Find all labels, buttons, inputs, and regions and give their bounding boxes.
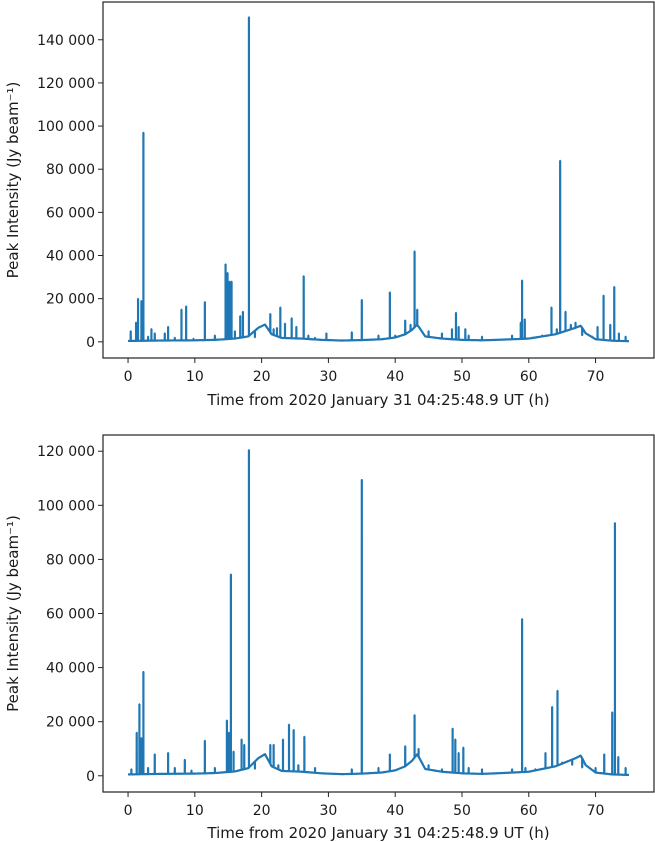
y-tick-label: 40 000 xyxy=(46,249,95,265)
y-tick-label: 120 000 xyxy=(37,76,95,92)
y-tick-label: 140 000 xyxy=(37,33,95,49)
y-tick-label: 20 000 xyxy=(46,715,95,731)
y-tick-label: 100 000 xyxy=(37,498,95,514)
x-axis-label: Time from 2020 January 31 04:25:48.9 UT … xyxy=(206,391,549,409)
x-axis-label: Time from 2020 January 31 04:25:48.9 UT … xyxy=(206,824,549,842)
x-tick-label: 10 xyxy=(186,803,204,819)
x-tick-label: 40 xyxy=(386,369,404,385)
y-axis-label: Peak Intensity (Jy beam⁻¹) xyxy=(4,515,22,712)
x-tick-label: 20 xyxy=(253,369,271,385)
y-tick-label: 60 000 xyxy=(46,607,95,623)
chart-bottom: 0 10 20 30 40 50 60 70 0 20 000 40 000 60 000 80 000… xyxy=(4,434,655,842)
plot-frame xyxy=(102,434,655,793)
x-tick-label: 20 xyxy=(253,803,271,819)
x-tick-label: 70 xyxy=(587,369,605,385)
chart-top: 0 10 20 30 40 50 60 70 0 20 000 40 000 60 000 80 000… xyxy=(4,1,655,409)
series-baseline xyxy=(128,323,629,343)
x-tick-label: 30 xyxy=(319,803,337,819)
x-tick-label: 50 xyxy=(453,369,471,385)
x-tick-label: 0 xyxy=(124,369,133,385)
y-tick-label: 100 000 xyxy=(37,119,95,135)
x-tick-label: 60 xyxy=(520,369,538,385)
y-tick-label: 80 000 xyxy=(46,552,95,568)
y-tick-label: 20 000 xyxy=(46,292,95,308)
x-tick-label: 60 xyxy=(520,803,538,819)
y-axis-label: Peak Intensity (Jy beam⁻¹) xyxy=(4,82,22,279)
y-tick-label: 40 000 xyxy=(46,661,95,677)
y-tick-label: 80 000 xyxy=(46,162,95,178)
x-tick-label: 40 xyxy=(386,803,404,819)
plot-frame xyxy=(102,1,655,359)
x-tick-label: 30 xyxy=(319,369,337,385)
y-tick-label: 0 xyxy=(86,335,95,351)
x-tick-label: 10 xyxy=(186,369,204,385)
x-tick-label: 70 xyxy=(587,803,605,819)
y-tick-label: 60 000 xyxy=(46,205,95,221)
y-tick-label: 0 xyxy=(86,769,95,785)
x-tick-label: 0 xyxy=(124,803,133,819)
x-tick-label: 50 xyxy=(453,803,471,819)
y-tick-label: 120 000 xyxy=(37,444,95,460)
series-baseline xyxy=(128,753,629,777)
